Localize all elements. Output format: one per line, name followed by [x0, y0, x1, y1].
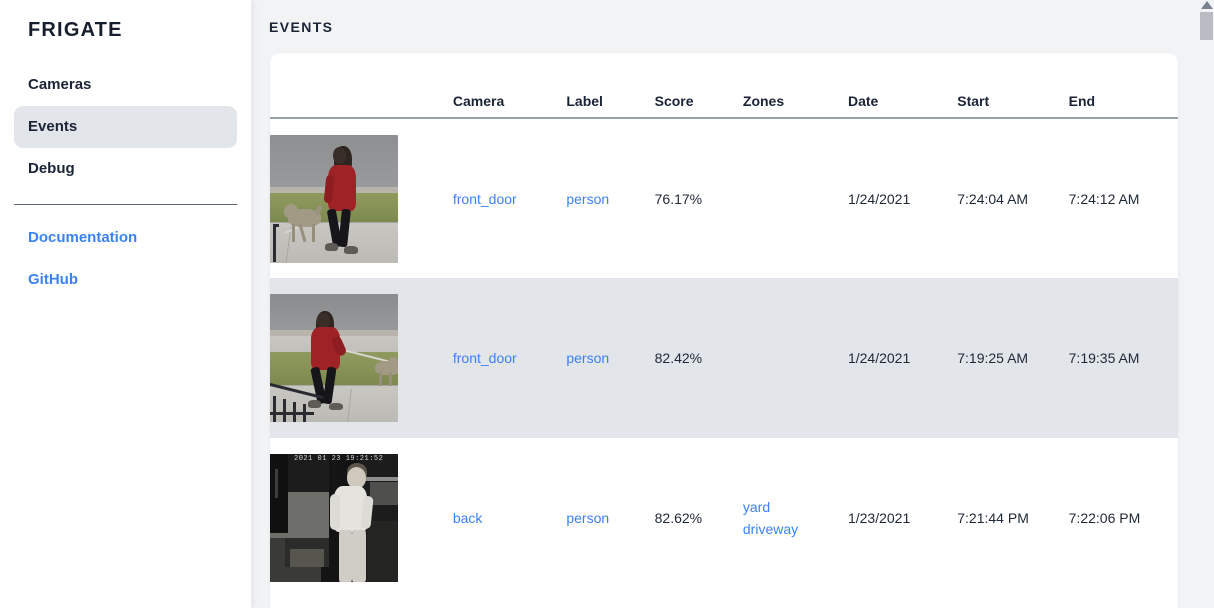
column-header-start: Start — [957, 93, 990, 109]
event-label-link[interactable]: person — [566, 350, 610, 366]
event-thumbnail-daytime-dog-walker[interactable] — [270, 134, 398, 263]
column-header-zones: Zones — [742, 93, 785, 109]
event-date: 1/23/2021 — [847, 510, 911, 526]
event-label-cell: person — [566, 118, 654, 278]
event-end: 7:24:12 AM — [1068, 190, 1140, 207]
column-header-end: End — [1068, 93, 1096, 109]
column-header-date: Date — [847, 93, 879, 109]
event-camera-cell: front_door — [453, 118, 567, 278]
event-zones-cell — [743, 118, 848, 278]
sidebar-divider — [14, 204, 237, 205]
event-score: 76.17% — [654, 190, 703, 207]
main-content: EVENTS Camera Label Score Zones Date Sta… — [251, 0, 1214, 608]
event-label-cell: person — [566, 438, 654, 598]
event-date: 1/24/2021 — [847, 190, 911, 207]
event-camera-link[interactable]: front_door — [452, 190, 517, 207]
event-label-link[interactable]: person — [566, 510, 610, 526]
events-card: Camera Label Score Zones Date Start End — [270, 53, 1178, 608]
sidebar: FRIGATE Cameras Events Debug Documentati… — [0, 0, 251, 608]
events-table-head: Camera Label Score Zones Date Start End — [270, 53, 1178, 118]
table-header-row: Camera Label Score Zones Date Start End — [270, 53, 1178, 118]
scrollbar-thumb[interactable] — [1200, 12, 1213, 40]
sidebar-item-debug[interactable]: Debug — [28, 160, 75, 177]
table-row[interactable]: front_door person 76.17% 1/24/2021 7:24:… — [270, 118, 1178, 278]
event-score: 82.42% — [654, 278, 743, 438]
event-zone-link-yard[interactable]: yard — [742, 499, 771, 515]
event-label-cell: person — [566, 278, 655, 438]
event-camera-cell: front_door — [452, 278, 567, 438]
event-camera-link[interactable]: back — [452, 510, 483, 526]
event-thumbnail-cell[interactable]: 2021 01 23 19:21:52 — [270, 438, 453, 598]
event-start: 7:24:04 AM — [957, 190, 1029, 207]
event-start: 7:19:25 AM — [957, 278, 1069, 438]
event-end: 7:19:35 AM — [1068, 278, 1178, 438]
sidebar-item-cameras[interactable]: Cameras — [28, 76, 92, 93]
page-scrollbar[interactable] — [1198, 0, 1214, 608]
event-thumbnail-cell[interactable] — [270, 118, 453, 278]
event-camera-link[interactable]: front_door — [452, 350, 517, 366]
column-header-label: Label — [566, 93, 603, 109]
scrollbar-up-arrow-icon[interactable] — [1201, 1, 1213, 9]
event-score: 82.62% — [654, 510, 703, 526]
event-thumbnail-cell[interactable] — [270, 278, 453, 438]
event-camera-cell: back — [453, 438, 567, 598]
event-start: 7:21:44 PM — [957, 510, 1029, 526]
page-title: EVENTS — [269, 19, 334, 35]
sidebar-link-github[interactable]: GitHub — [28, 271, 78, 288]
app-brand: FRIGATE — [28, 19, 123, 41]
sidebar-nav: Cameras Events Debug Documentation GitHu… — [14, 64, 237, 301]
column-header-score: Score — [654, 93, 694, 109]
event-thumbnail-red-hoodie-leash[interactable] — [270, 294, 398, 422]
event-zones-cell — [742, 278, 848, 438]
events-table: Camera Label Score Zones Date Start End — [270, 53, 1178, 598]
column-header-camera: Camera — [452, 93, 505, 109]
events-table-body: front_door person 76.17% 1/24/2021 7:24:… — [270, 118, 1178, 598]
sidebar-item-events[interactable]: Events — [14, 106, 237, 148]
column-header-thumbnail — [270, 53, 453, 118]
sidebar-link-documentation[interactable]: Documentation — [28, 229, 138, 246]
event-label-link[interactable]: person — [566, 190, 610, 207]
event-zone-link-driveway[interactable]: driveway — [742, 521, 799, 537]
event-zone-list: yard driveway — [743, 496, 848, 540]
thumbnail-timestamp: 2021 01 23 19:21:52 — [294, 455, 384, 463]
event-end: 7:22:06 PM — [1068, 510, 1141, 526]
table-row[interactable]: 2021 01 23 19:21:52 back person 82.62% y… — [270, 438, 1178, 598]
table-row[interactable]: front_door person 82.42% 1/24/2021 7:19:… — [270, 278, 1178, 438]
event-zones-cell: yard driveway — [743, 438, 848, 598]
event-thumbnail-night-infrared[interactable]: 2021 01 23 19:21:52 — [270, 454, 398, 582]
event-date: 1/24/2021 — [847, 278, 958, 438]
